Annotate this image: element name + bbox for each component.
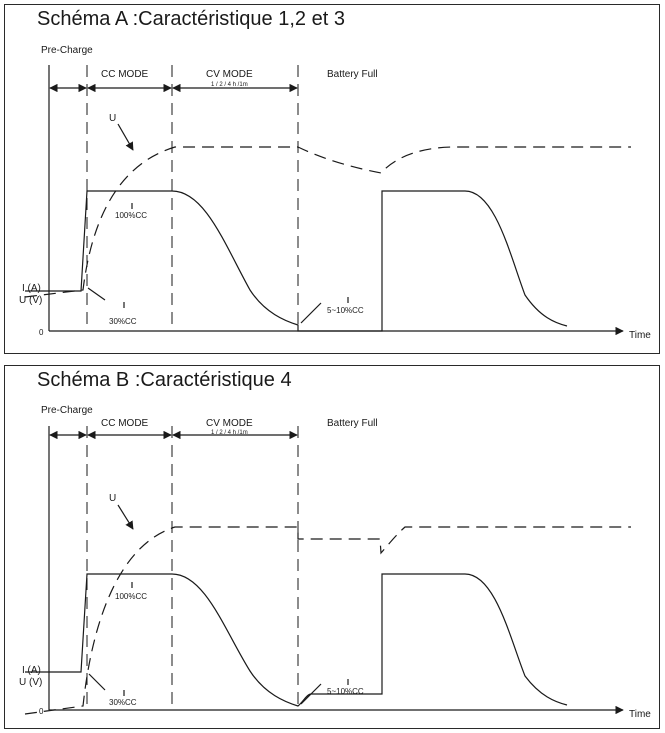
label-ia: I (A) xyxy=(22,283,41,294)
pointer-u xyxy=(117,504,134,530)
voltage-curve xyxy=(24,526,631,715)
pointer-u xyxy=(117,123,134,151)
label-cv-mode: CV MODE xyxy=(206,69,253,80)
label-u: U xyxy=(109,493,116,504)
current-curve xyxy=(25,573,568,707)
label-cv-times: 1 / 2 / 4 h /1m xyxy=(211,430,248,436)
pointer-510cc xyxy=(300,683,322,705)
label-time: Time xyxy=(629,330,651,341)
label-battery-full: Battery Full xyxy=(327,69,378,80)
label-510cc: 5~10%CC xyxy=(327,306,364,315)
label-100cc: 100%CC xyxy=(115,592,147,601)
label-cv-times: 1 / 2 / 4 h /1m xyxy=(211,82,248,88)
label-30cc: 30%CC xyxy=(109,317,137,326)
label-time: Time xyxy=(629,709,651,720)
diagram-b-panel: Schéma B :Caractéristique 4 Pre-Charge C… xyxy=(4,365,660,729)
label-zero: 0 xyxy=(39,328,44,337)
voltage-curve xyxy=(24,146,631,298)
current-curve xyxy=(25,190,568,332)
diagram-a-svg: Pre-Charge CC MODE CV MODE 1 / 2 / 4 h /… xyxy=(19,45,651,341)
label-precharge: Pre-Charge xyxy=(41,45,93,56)
pointer-30cc xyxy=(88,673,106,691)
label-510cc: 5~10%CC xyxy=(327,687,364,696)
diagram-b-title: Schéma B :Caractéristique 4 xyxy=(37,369,292,391)
label-uv: U (V) xyxy=(19,295,42,306)
pointer-30cc xyxy=(87,287,106,301)
label-u: U xyxy=(109,113,116,124)
label-cv-mode: CV MODE xyxy=(206,418,253,429)
diagram-b-svg: Pre-Charge CC MODE CV MODE 1 / 2 / 4 h /… xyxy=(19,405,651,720)
label-cc-mode: CC MODE xyxy=(101,69,149,80)
label-battery-full: Battery Full xyxy=(327,418,378,429)
label-cc-mode: CC MODE xyxy=(101,418,149,429)
label-ia: I (A) xyxy=(22,665,41,676)
diagram-a-title: Schéma A :Caractéristique 1,2 et 3 xyxy=(37,8,345,30)
label-uv: U (V) xyxy=(19,677,42,688)
label-precharge: Pre-Charge xyxy=(41,405,93,416)
label-100cc: 100%CC xyxy=(115,211,147,220)
label-zero: 0 xyxy=(39,707,44,716)
diagram-a-panel: Schéma A :Caractéristique 1,2 et 3 Pre-C… xyxy=(4,4,660,354)
pointer-510cc xyxy=(300,302,322,324)
label-30cc: 30%CC xyxy=(109,698,137,707)
